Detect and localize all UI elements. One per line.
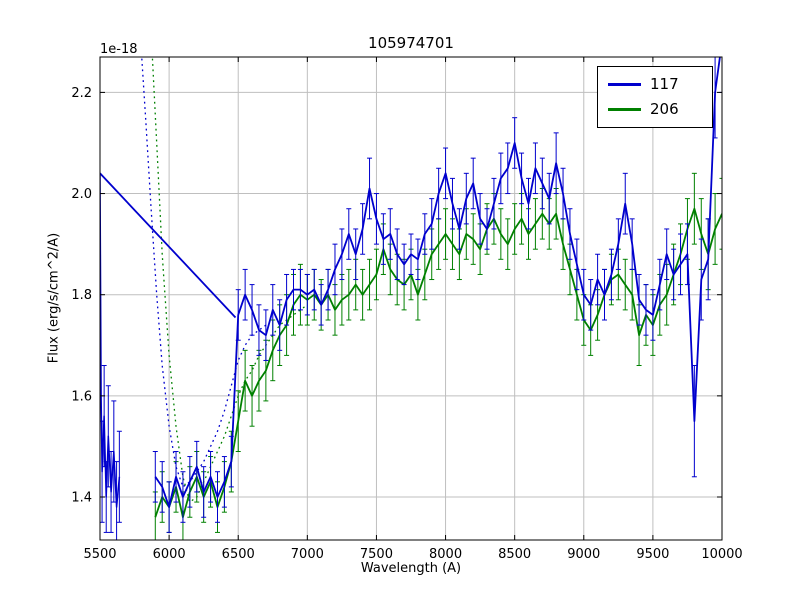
svg-text:2.0: 2.0 xyxy=(71,187,92,202)
svg-text:1.6: 1.6 xyxy=(71,389,92,404)
svg-text:1.8: 1.8 xyxy=(71,288,92,303)
svg-text:1.4: 1.4 xyxy=(71,491,92,506)
svg-text:7000: 7000 xyxy=(291,547,324,562)
legend-label-206: 206 xyxy=(650,100,679,118)
svg-text:9500: 9500 xyxy=(636,547,669,562)
y-axis-offset-label: 1e-18 xyxy=(100,42,138,57)
legend-line-green-icon xyxy=(608,108,641,111)
series-117-interpolated-gap xyxy=(100,172,237,319)
series-206-contamination-dotted xyxy=(151,57,308,503)
series-layer xyxy=(100,57,722,540)
series-117-left-edge xyxy=(100,173,122,540)
svg-text:6000: 6000 xyxy=(153,547,186,562)
series-117 xyxy=(152,57,722,533)
svg-text:7500: 7500 xyxy=(360,547,393,562)
svg-text:6500: 6500 xyxy=(222,547,255,562)
x-axis-label: Wavelength (A) xyxy=(360,561,462,576)
svg-text:2.2: 2.2 xyxy=(71,86,92,101)
svg-text:8000: 8000 xyxy=(429,547,462,562)
legend-entry-206: 206 xyxy=(598,97,712,122)
chart-title: 105974701 xyxy=(368,34,454,52)
legend-line-blue-icon xyxy=(608,83,641,86)
y-axis-label: Flux (erg/s/cm^2/A) xyxy=(46,232,62,364)
axes-spines xyxy=(99,56,723,541)
svg-text:10000: 10000 xyxy=(701,547,742,562)
svg-text:8500: 8500 xyxy=(498,547,531,562)
legend-label-117: 117 xyxy=(650,75,679,93)
svg-text:9000: 9000 xyxy=(567,547,600,562)
svg-text:5500: 5500 xyxy=(83,547,116,562)
legend-entry-117: 117 xyxy=(598,72,712,97)
legend: 117 206 xyxy=(597,66,713,128)
